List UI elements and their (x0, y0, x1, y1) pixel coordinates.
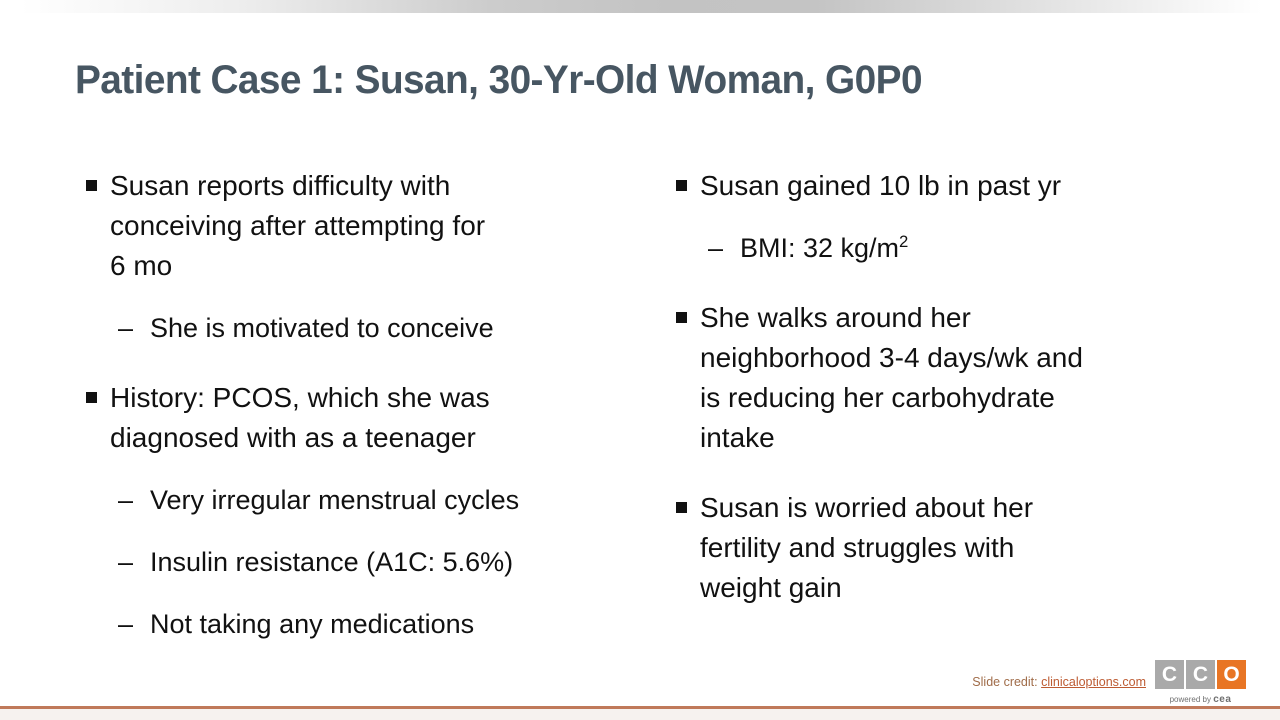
sub-bullet-item: – BMI: 32 kg/m2 (708, 228, 1243, 268)
sub-bullet-text: Very irregular menstrual cycles (150, 485, 520, 515)
sub-bullet-text: Insulin resistance (A1C: 5.6%) (150, 547, 514, 577)
bullet-item: Susan gained 10 lb in past yr (658, 166, 1243, 206)
top-gradient-bar (20, 0, 1262, 13)
bullet-item: Susan reports difficulty with conceiving… (68, 166, 643, 286)
bullet-square-icon (68, 166, 110, 206)
sub-bullet-item: – Insulin resistance (A1C: 5.6%) (118, 542, 643, 582)
tagline-brand: cea (1213, 694, 1232, 705)
bmi-value: BMI: 32 kg/m (740, 233, 900, 263)
sub-bullet-text: BMI: 32 kg/m2 (740, 228, 908, 268)
bullet-text: History: PCOS, which she was diagnosed w… (110, 382, 490, 453)
bullet-square-icon (658, 488, 700, 528)
logo-letter-c1: C (1155, 660, 1184, 689)
bullet-text: She walks around her neighborhood 3-4 da… (700, 302, 1083, 453)
sub-bullet-item: – Very irregular menstrual cycles (118, 480, 643, 520)
slide-title: Patient Case 1: Susan, 30-Yr-Old Woman, … (75, 58, 923, 102)
dash-icon: – (708, 233, 724, 263)
dash-icon: – (118, 313, 134, 343)
bottom-accent-line (0, 706, 1280, 709)
cco-logo: C C O (1155, 660, 1246, 689)
logo-tagline: powered by cea (1155, 694, 1246, 705)
superscript: 2 (899, 232, 909, 251)
bullet-square-icon (658, 298, 700, 338)
bullet-square-icon (68, 378, 110, 418)
credit-label: Slide credit: (972, 675, 1042, 689)
sub-bullet-item: – Not taking any medications (118, 604, 643, 644)
bullet-text: Susan gained 10 lb in past yr (700, 170, 1062, 201)
logo-letter-c2: C (1186, 660, 1215, 689)
logo-letter-o: O (1217, 660, 1246, 689)
bottom-strip (0, 709, 1280, 720)
content-column-right: Susan gained 10 lb in past yr – BMI: 32 … (658, 166, 1243, 608)
content-column-left: Susan reports difficulty with conceiving… (68, 166, 643, 644)
bullet-item: Susan is worried about her fertility and… (658, 488, 1243, 608)
tagline-prefix: powered by (1169, 695, 1214, 704)
slide-credit: Slide credit: clinicaloptions.com (972, 675, 1146, 689)
sub-bullet-item: – She is motivated to conceive (118, 308, 643, 348)
sub-bullet-text: She is motivated to conceive (150, 313, 494, 343)
dash-icon: – (118, 547, 134, 577)
bullet-item: She walks around her neighborhood 3-4 da… (658, 298, 1243, 458)
sub-bullet-text: Not taking any medications (150, 609, 475, 639)
bullet-item: History: PCOS, which she was diagnosed w… (68, 378, 643, 458)
credit-link[interactable]: clinicaloptions.com (1041, 675, 1146, 689)
dash-icon: – (118, 485, 134, 515)
dash-icon: – (118, 609, 134, 639)
bullet-text: Susan is worried about her fertility and… (700, 492, 1034, 603)
bullet-text: Susan reports difficulty with conceiving… (110, 170, 486, 281)
bullet-square-icon (658, 166, 700, 206)
